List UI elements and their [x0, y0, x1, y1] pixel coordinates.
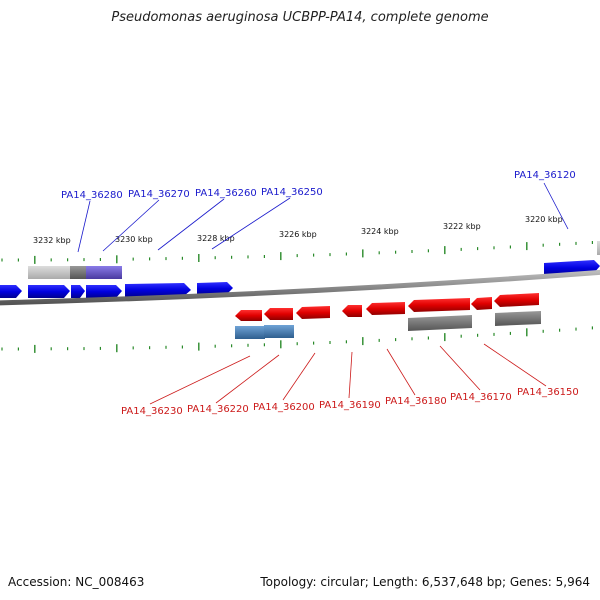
feature-block — [70, 266, 86, 279]
gene-arrow-forward — [197, 282, 233, 295]
feature-block — [597, 241, 600, 255]
gene-label-top: PA14_36250 — [261, 187, 323, 198]
gene-arrow-forward — [86, 285, 122, 298]
accession-text: Accession: NC_008463 — [8, 575, 145, 589]
feature-block — [28, 266, 72, 279]
gene-label-bottom: PA14_36230 — [121, 406, 183, 417]
gene-label-top: PA14_36270 — [128, 189, 190, 200]
gene-label-top: PA14_36280 — [61, 190, 123, 201]
gene-arrow-reverse — [494, 293, 539, 307]
gene-arrow-reverse — [408, 298, 470, 312]
scale-label: 3220 kbp — [525, 215, 563, 224]
scale-label: 3224 kbp — [361, 227, 399, 236]
scale-label: 3226 kbp — [279, 230, 317, 239]
upper-feature-track — [28, 241, 600, 279]
feature-block — [264, 325, 294, 338]
scale-ticks-top — [1, 241, 594, 264]
gene-label-top: PA14_36260 — [195, 188, 257, 199]
scale-label: 3230 kbp — [115, 235, 153, 244]
genome-title: Pseudomonas aeruginosa UCBPP-PA14, compl… — [111, 10, 489, 25]
reverse-genes — [235, 293, 539, 321]
genome-backbone — [0, 269, 600, 306]
lower-feature-track — [235, 311, 541, 339]
scale-label: 3222 kbp — [443, 222, 481, 231]
top-gene-callouts: PA14_36280 PA14_36270 PA14_36260 PA14_36… — [61, 170, 576, 253]
gene-arrow-forward — [28, 285, 70, 298]
gene-arrow-reverse — [264, 308, 293, 320]
gene-arrow-reverse — [296, 306, 330, 319]
gene-label-top: PA14_36120 — [514, 170, 576, 181]
feature-block — [408, 315, 472, 331]
feature-block — [495, 311, 541, 326]
gene-arrow-reverse — [471, 297, 492, 310]
gene-arrow-forward — [0, 285, 22, 298]
scale-ticks-bottom — [1, 326, 594, 353]
gene-label-bottom: PA14_36220 — [187, 404, 249, 415]
gene-label-bottom: PA14_36190 — [319, 400, 381, 411]
gene-label-bottom: PA14_36200 — [253, 402, 315, 413]
gene-arrow-forward — [71, 285, 85, 298]
gene-arrow-reverse — [366, 302, 405, 315]
bottom-gene-callouts: PA14_36230 PA14_36220 PA14_36200 PA14_36… — [121, 343, 579, 417]
scale-labels: 3232 kbp 3230 kbp 3228 kbp 3226 kbp 3224… — [33, 215, 563, 245]
gene-label-bottom: PA14_36180 — [385, 396, 447, 407]
feature-block — [86, 266, 122, 279]
feature-block — [235, 326, 265, 339]
scale-label: 3232 kbp — [33, 236, 71, 245]
scale-label: 3228 kbp — [197, 234, 235, 243]
gene-label-bottom: PA14_36170 — [450, 392, 512, 403]
gene-arrow-forward — [125, 283, 191, 297]
topology-text: Topology: circular; Length: 6,537,648 bp… — [260, 575, 590, 589]
gene-arrow-reverse — [342, 305, 362, 317]
gene-label-bottom: PA14_36150 — [517, 387, 579, 398]
gene-arrow-reverse — [235, 310, 262, 321]
